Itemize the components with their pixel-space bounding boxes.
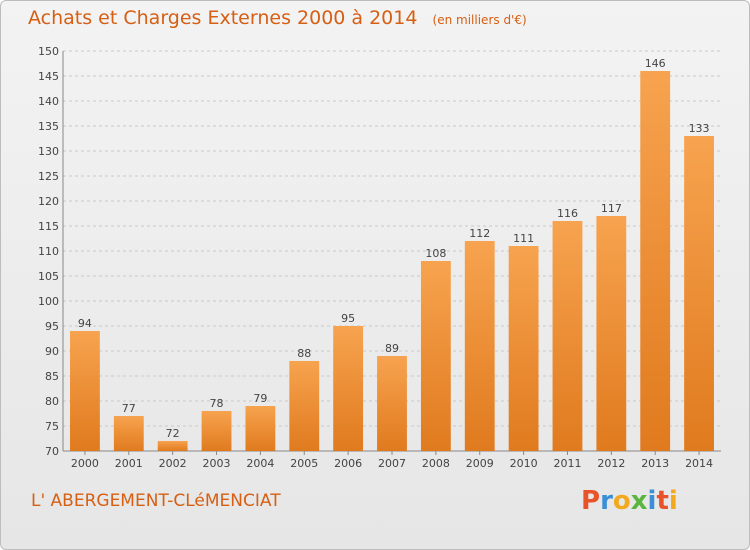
labels: 70 75 80 85 90 95 100 105 110 115 120 125 130 135 140 1…	[38, 45, 713, 470]
x-tick-label: 2012	[597, 457, 625, 470]
x-tick-label: 2003	[203, 457, 231, 470]
logo-letter: P	[581, 486, 601, 516]
proxiti-logo: Proxiti	[581, 486, 678, 516]
x-tick-label: 2006	[334, 457, 362, 470]
bar	[464, 241, 495, 451]
bar	[289, 361, 320, 451]
bar	[640, 71, 671, 451]
y-tick-label: 70	[45, 445, 59, 458]
bar-value-label: 89	[385, 342, 399, 355]
y-tick-label: 125	[38, 170, 59, 183]
bar-value-label: 77	[122, 402, 136, 415]
bar-value-label: 111	[513, 232, 534, 245]
y-tick-label: 135	[38, 120, 59, 133]
bar-value-label: 116	[557, 207, 578, 220]
bars	[70, 71, 714, 451]
bar-value-label: 133	[689, 122, 710, 135]
logo-letter: i	[647, 486, 657, 516]
y-tick-label: 100	[38, 295, 59, 308]
logo-letter: t	[656, 486, 669, 516]
x-tick-label: 2008	[422, 457, 450, 470]
bar	[508, 246, 539, 451]
bar	[245, 406, 276, 451]
x-tick-label: 2005	[290, 457, 318, 470]
logo-letter: r	[600, 486, 613, 516]
y-tick-label: 120	[38, 195, 59, 208]
bar-value-label: 108	[425, 247, 446, 260]
bar	[70, 331, 100, 451]
bar	[596, 216, 627, 451]
bar-value-label: 88	[297, 347, 311, 360]
logo-letter: o	[612, 486, 631, 516]
bar-value-label: 146	[645, 57, 666, 70]
logo-letter: x	[630, 486, 648, 516]
bar-value-label: 117	[601, 202, 622, 215]
y-tick-label: 110	[38, 245, 59, 258]
bar	[201, 411, 232, 451]
x-tick-label: 2000	[71, 457, 99, 470]
x-tick-label: 2001	[115, 457, 143, 470]
bar-value-label: 112	[469, 227, 490, 240]
chart-unit: (en milliers d'€)	[432, 13, 527, 27]
y-tick-label: 130	[38, 145, 59, 158]
chart-title-row: Achats et Charges Externes 2000 à 2014 (…	[28, 7, 527, 29]
bar	[420, 261, 451, 451]
bar-value-label: 94	[78, 317, 92, 330]
x-tick-label: 2009	[466, 457, 494, 470]
bar	[684, 136, 714, 451]
y-tick-label: 145	[38, 70, 59, 83]
bar	[552, 221, 583, 451]
bar	[157, 441, 188, 451]
y-tick-label: 85	[45, 370, 59, 383]
y-tick-label: 80	[45, 395, 59, 408]
x-tick-label: 2004	[246, 457, 274, 470]
bar-value-label: 78	[210, 397, 224, 410]
y-tick-label: 90	[45, 345, 59, 358]
x-tick-label: 2010	[510, 457, 538, 470]
bar	[377, 356, 407, 451]
bar	[333, 326, 364, 451]
bar	[113, 416, 144, 451]
logo-letter: i	[668, 486, 678, 516]
x-tick-label: 2014	[685, 457, 713, 470]
chart-title: Achats et Charges Externes 2000 à 2014	[28, 7, 418, 29]
x-tick-label: 2007	[378, 457, 406, 470]
x-tick-label: 2002	[159, 457, 187, 470]
bar-value-label: 72	[166, 427, 180, 440]
y-tick-label: 150	[38, 45, 59, 58]
y-tick-label: 140	[38, 95, 59, 108]
x-tick-label: 2013	[641, 457, 669, 470]
commune-name: L' ABERGEMENT-CLéMENCIAT	[31, 491, 281, 511]
y-tick-label: 115	[38, 220, 59, 233]
bar-value-label: 79	[253, 392, 267, 405]
x-tick-label: 2011	[553, 457, 581, 470]
y-tick-label: 105	[38, 270, 59, 283]
y-tick-label: 75	[45, 420, 59, 433]
y-tick-label: 95	[45, 320, 59, 333]
bar-value-label: 95	[341, 312, 355, 325]
